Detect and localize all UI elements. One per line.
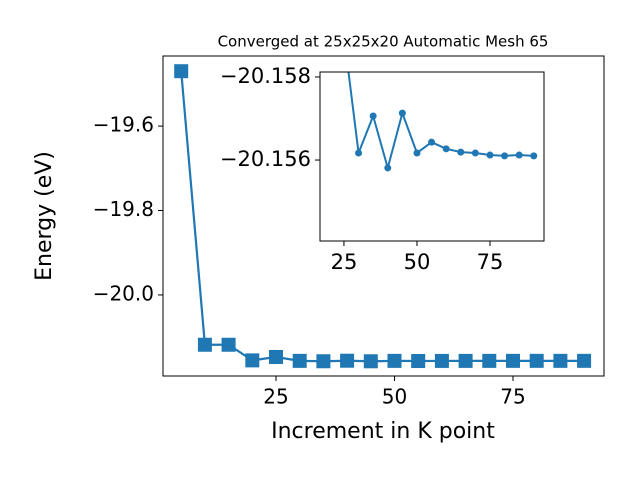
y-axis-label: Energy (eV) [32, 151, 57, 281]
point [457, 148, 465, 156]
point [355, 149, 363, 157]
point [577, 353, 592, 368]
point [384, 164, 392, 172]
point [553, 353, 568, 368]
point [442, 145, 450, 153]
point [387, 353, 402, 368]
point [530, 152, 538, 160]
x-tick-label: 25 [331, 250, 358, 274]
point [482, 353, 497, 368]
point [428, 138, 436, 146]
point [458, 353, 473, 368]
point [369, 112, 377, 120]
point [529, 353, 544, 368]
x-axis-label: Increment in K point [271, 419, 495, 444]
point [340, 353, 355, 368]
axes-frame [319, 71, 545, 242]
y-tick-label: −19.6 [93, 113, 154, 137]
point [501, 152, 509, 160]
x-tick-label: 25 [263, 385, 288, 409]
point [434, 353, 449, 368]
point [174, 64, 189, 79]
point [486, 151, 494, 159]
point [292, 353, 307, 368]
point [413, 149, 421, 157]
point [245, 353, 260, 368]
point [363, 354, 378, 369]
y-tick-label: −20.156 [220, 147, 311, 171]
plot-layer [347, 72, 538, 172]
axes-frame [162, 55, 605, 377]
point [197, 337, 212, 352]
point [471, 149, 479, 157]
point [268, 350, 283, 365]
chart-title: Converged at 25x25x20 Automatic Mesh 65 [218, 33, 549, 51]
x-tick-label: 50 [404, 250, 431, 274]
y-tick-label: −20.158 [220, 64, 311, 88]
point [515, 151, 523, 159]
x-tick-label: 75 [500, 385, 525, 409]
x-tick-label: 75 [477, 250, 504, 274]
point [316, 354, 331, 369]
point [398, 109, 406, 117]
y-tick-label: −19.8 [93, 197, 154, 221]
y-tick-label: −20.0 [93, 281, 154, 305]
point [505, 353, 520, 368]
point [221, 337, 236, 352]
plot-layer [174, 64, 592, 369]
x-tick-label: 50 [382, 385, 407, 409]
point [411, 353, 426, 368]
